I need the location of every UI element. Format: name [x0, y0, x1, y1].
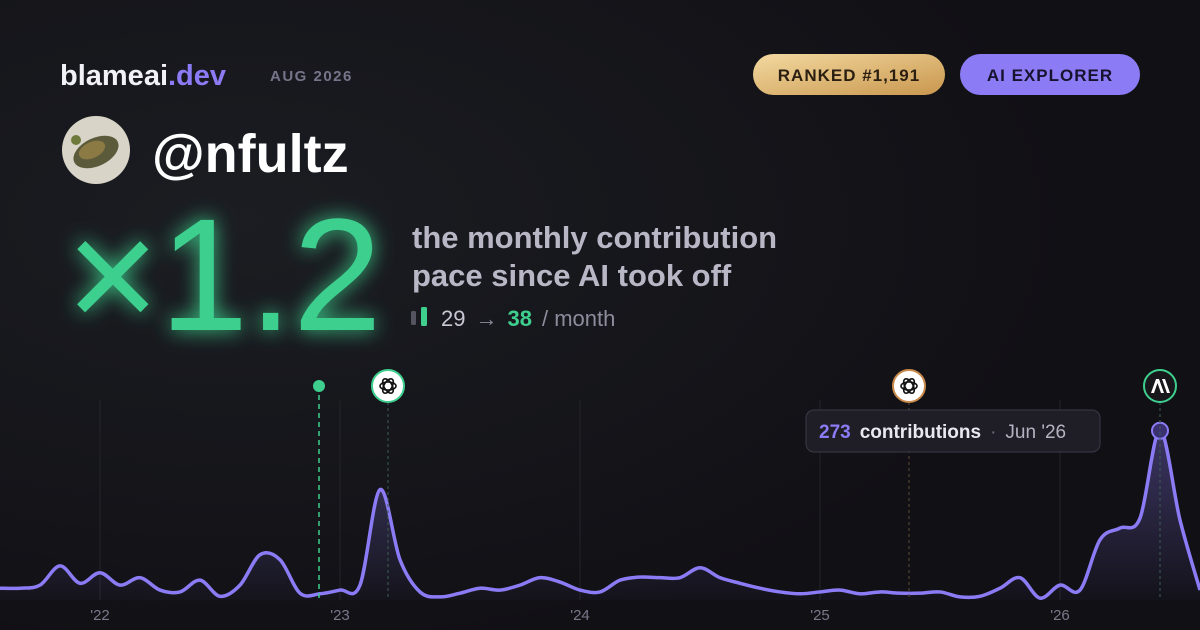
- event-icon: [371, 369, 405, 403]
- x-tick-label: '22: [90, 607, 110, 624]
- x-tick-label: '24: [570, 607, 590, 624]
- rank-badge: [753, 54, 945, 95]
- line: [0, 428, 1200, 600]
- description-line: pace since AI took off: [412, 258, 732, 293]
- event-markers: [313, 369, 1177, 600]
- pace-icon: [421, 307, 427, 326]
- x-tick-label: '26: [1050, 607, 1070, 624]
- peak-marker: [1151, 421, 1169, 440]
- tooltip: 273 contributions · Jun '26: [805, 409, 1101, 453]
- description-line: the monthly contribution: [412, 220, 777, 255]
- tooltip-box: [805, 409, 1101, 453]
- event-logo: [900, 377, 918, 395]
- handle: @nfultz: [152, 124, 349, 184]
- event-icon: [892, 369, 926, 403]
- tooltip-separator: ·: [990, 422, 996, 443]
- pace-icon: [411, 311, 416, 325]
- pace-arrow: →: [475, 306, 497, 331]
- tooltip-value: 273: [819, 422, 851, 443]
- x-tick-label: '25: [810, 607, 830, 624]
- multiplier: ×1.2: [66, 185, 382, 364]
- brand: blameai.dev: [60, 60, 226, 92]
- tooltip-unit: contributions: [860, 422, 981, 443]
- pace-unit: / month: [542, 306, 615, 331]
- pace-before: 29: [441, 306, 465, 331]
- event-logo: [379, 377, 397, 395]
- tier-badge: [960, 54, 1140, 95]
- rank-badge-text: RANKED #1,191: [778, 66, 920, 85]
- tooltip-text: 273 contributions · Jun '26: [819, 422, 1066, 443]
- pace: 29 → 38 / month: [441, 306, 615, 331]
- tooltip-date: Jun '26: [1005, 422, 1066, 443]
- pace-after: 38: [507, 306, 531, 331]
- event-dot: [313, 380, 325, 392]
- event-logo: [1151, 379, 1170, 393]
- brand-tld: .dev: [168, 60, 226, 92]
- brand-name: blameai: [60, 60, 168, 92]
- tier-badge-text: AI EXPLORER: [987, 66, 1113, 85]
- avatar: [62, 116, 130, 184]
- x-tick-label: '23: [330, 607, 350, 624]
- date: AUG 2026: [270, 68, 353, 85]
